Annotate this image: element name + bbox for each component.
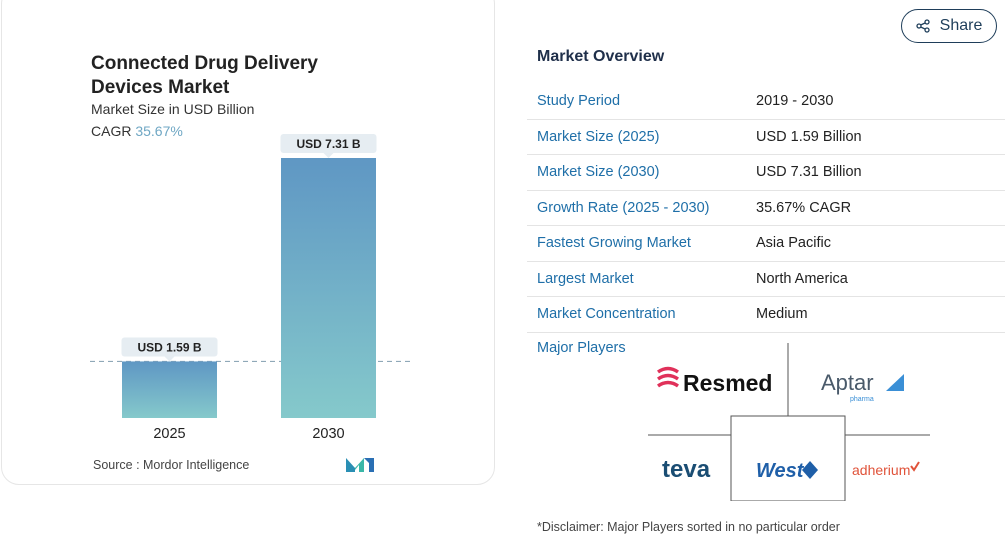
disclaimer-text: *Disclaimer: Major Players sorted in no … (537, 520, 840, 534)
overview-value: 2019 - 2030 (756, 93, 834, 110)
player-teva: teva (662, 456, 711, 483)
source-text: Source : Mordor Intelligence (93, 458, 250, 472)
aptar-logo-icon: Aptar pharma (821, 370, 904, 403)
cagr-line: CAGR 35.67% (91, 123, 183, 139)
chart-card (1, 0, 495, 485)
chart-subtitle: Market Size in USD Billion (91, 101, 255, 117)
bar-chart: USD 1.59 B 2025 USD 7.31 B 2030 (90, 134, 410, 442)
overview-key: Fastest Growing Market (537, 235, 691, 252)
overview-row: Market Size (2025) USD 1.59 Billion (527, 120, 1005, 155)
player-adherium: adherium (852, 462, 910, 478)
data-label-bg (280, 134, 377, 153)
data-label-pointer (164, 356, 175, 362)
resmed-logo-icon: Resmed (656, 366, 772, 396)
bar-2025 (122, 361, 217, 418)
overview-key: Largest Market (537, 270, 634, 287)
overview-value: Medium (756, 306, 808, 323)
chart-title: Connected Drug Delivery Devices Market (91, 53, 318, 98)
overview-value: USD 1.59 Billion (756, 128, 862, 145)
major-players-grid: Resmed Aptar pharma teva West adherium (648, 343, 930, 501)
overview-key: Market Size (2025) (537, 128, 660, 145)
west-logo-icon: West (756, 460, 818, 482)
market-overview-title: Market Overview (537, 48, 665, 65)
overview-key: Growth Rate (2025 - 2030) (537, 199, 710, 216)
overview-row: Market Concentration Medium (527, 297, 1005, 333)
overview-key: Market Size (2030) (537, 164, 660, 181)
data-label-pointer (323, 153, 334, 158)
share-icon (915, 19, 930, 33)
market-overview-table: Study Period 2019 - 2030 Market Size (20… (527, 84, 1005, 333)
overview-row: Largest Market North America (527, 262, 1005, 297)
overview-row: Study Period 2019 - 2030 (527, 84, 1005, 120)
overview-row: Growth Rate (2025 - 2030) 35.67% CAGR (527, 191, 1005, 226)
data-label-bg (121, 337, 218, 357)
x-tick-label: 2030 (312, 426, 344, 442)
overview-key: Market Concentration (537, 306, 676, 323)
adherium-logo-icon: adherium (852, 461, 920, 478)
overview-row: Fastest Growing Market Asia Pacific (527, 226, 1005, 262)
overview-key: Study Period (537, 93, 621, 110)
data-label: USD 7.31 B (296, 137, 360, 151)
player-resmed: Resmed (683, 370, 772, 396)
player-aptar-sub: pharma (850, 396, 874, 403)
share-button[interactable]: Share (901, 9, 997, 43)
player-aptar: Aptar (821, 370, 874, 395)
bar-2030 (281, 158, 376, 418)
mordor-logo-icon (346, 458, 374, 472)
cagr-label: CAGR (91, 123, 132, 139)
cagr-value: 35.67% (135, 123, 183, 139)
overview-value: Asia Pacific (756, 235, 831, 252)
data-label: USD 1.59 B (137, 340, 201, 354)
overview-value: 35.67% CAGR (756, 199, 852, 216)
major-players-label: Major Players (537, 340, 626, 356)
player-west: West (756, 460, 805, 482)
overview-value: USD 7.31 Billion (756, 164, 862, 181)
share-label: Share (939, 17, 983, 34)
overview-value: North America (756, 270, 848, 287)
overview-row: Market Size (2030) USD 7.31 Billion (527, 155, 1005, 191)
x-tick-label: 2025 (153, 426, 185, 442)
